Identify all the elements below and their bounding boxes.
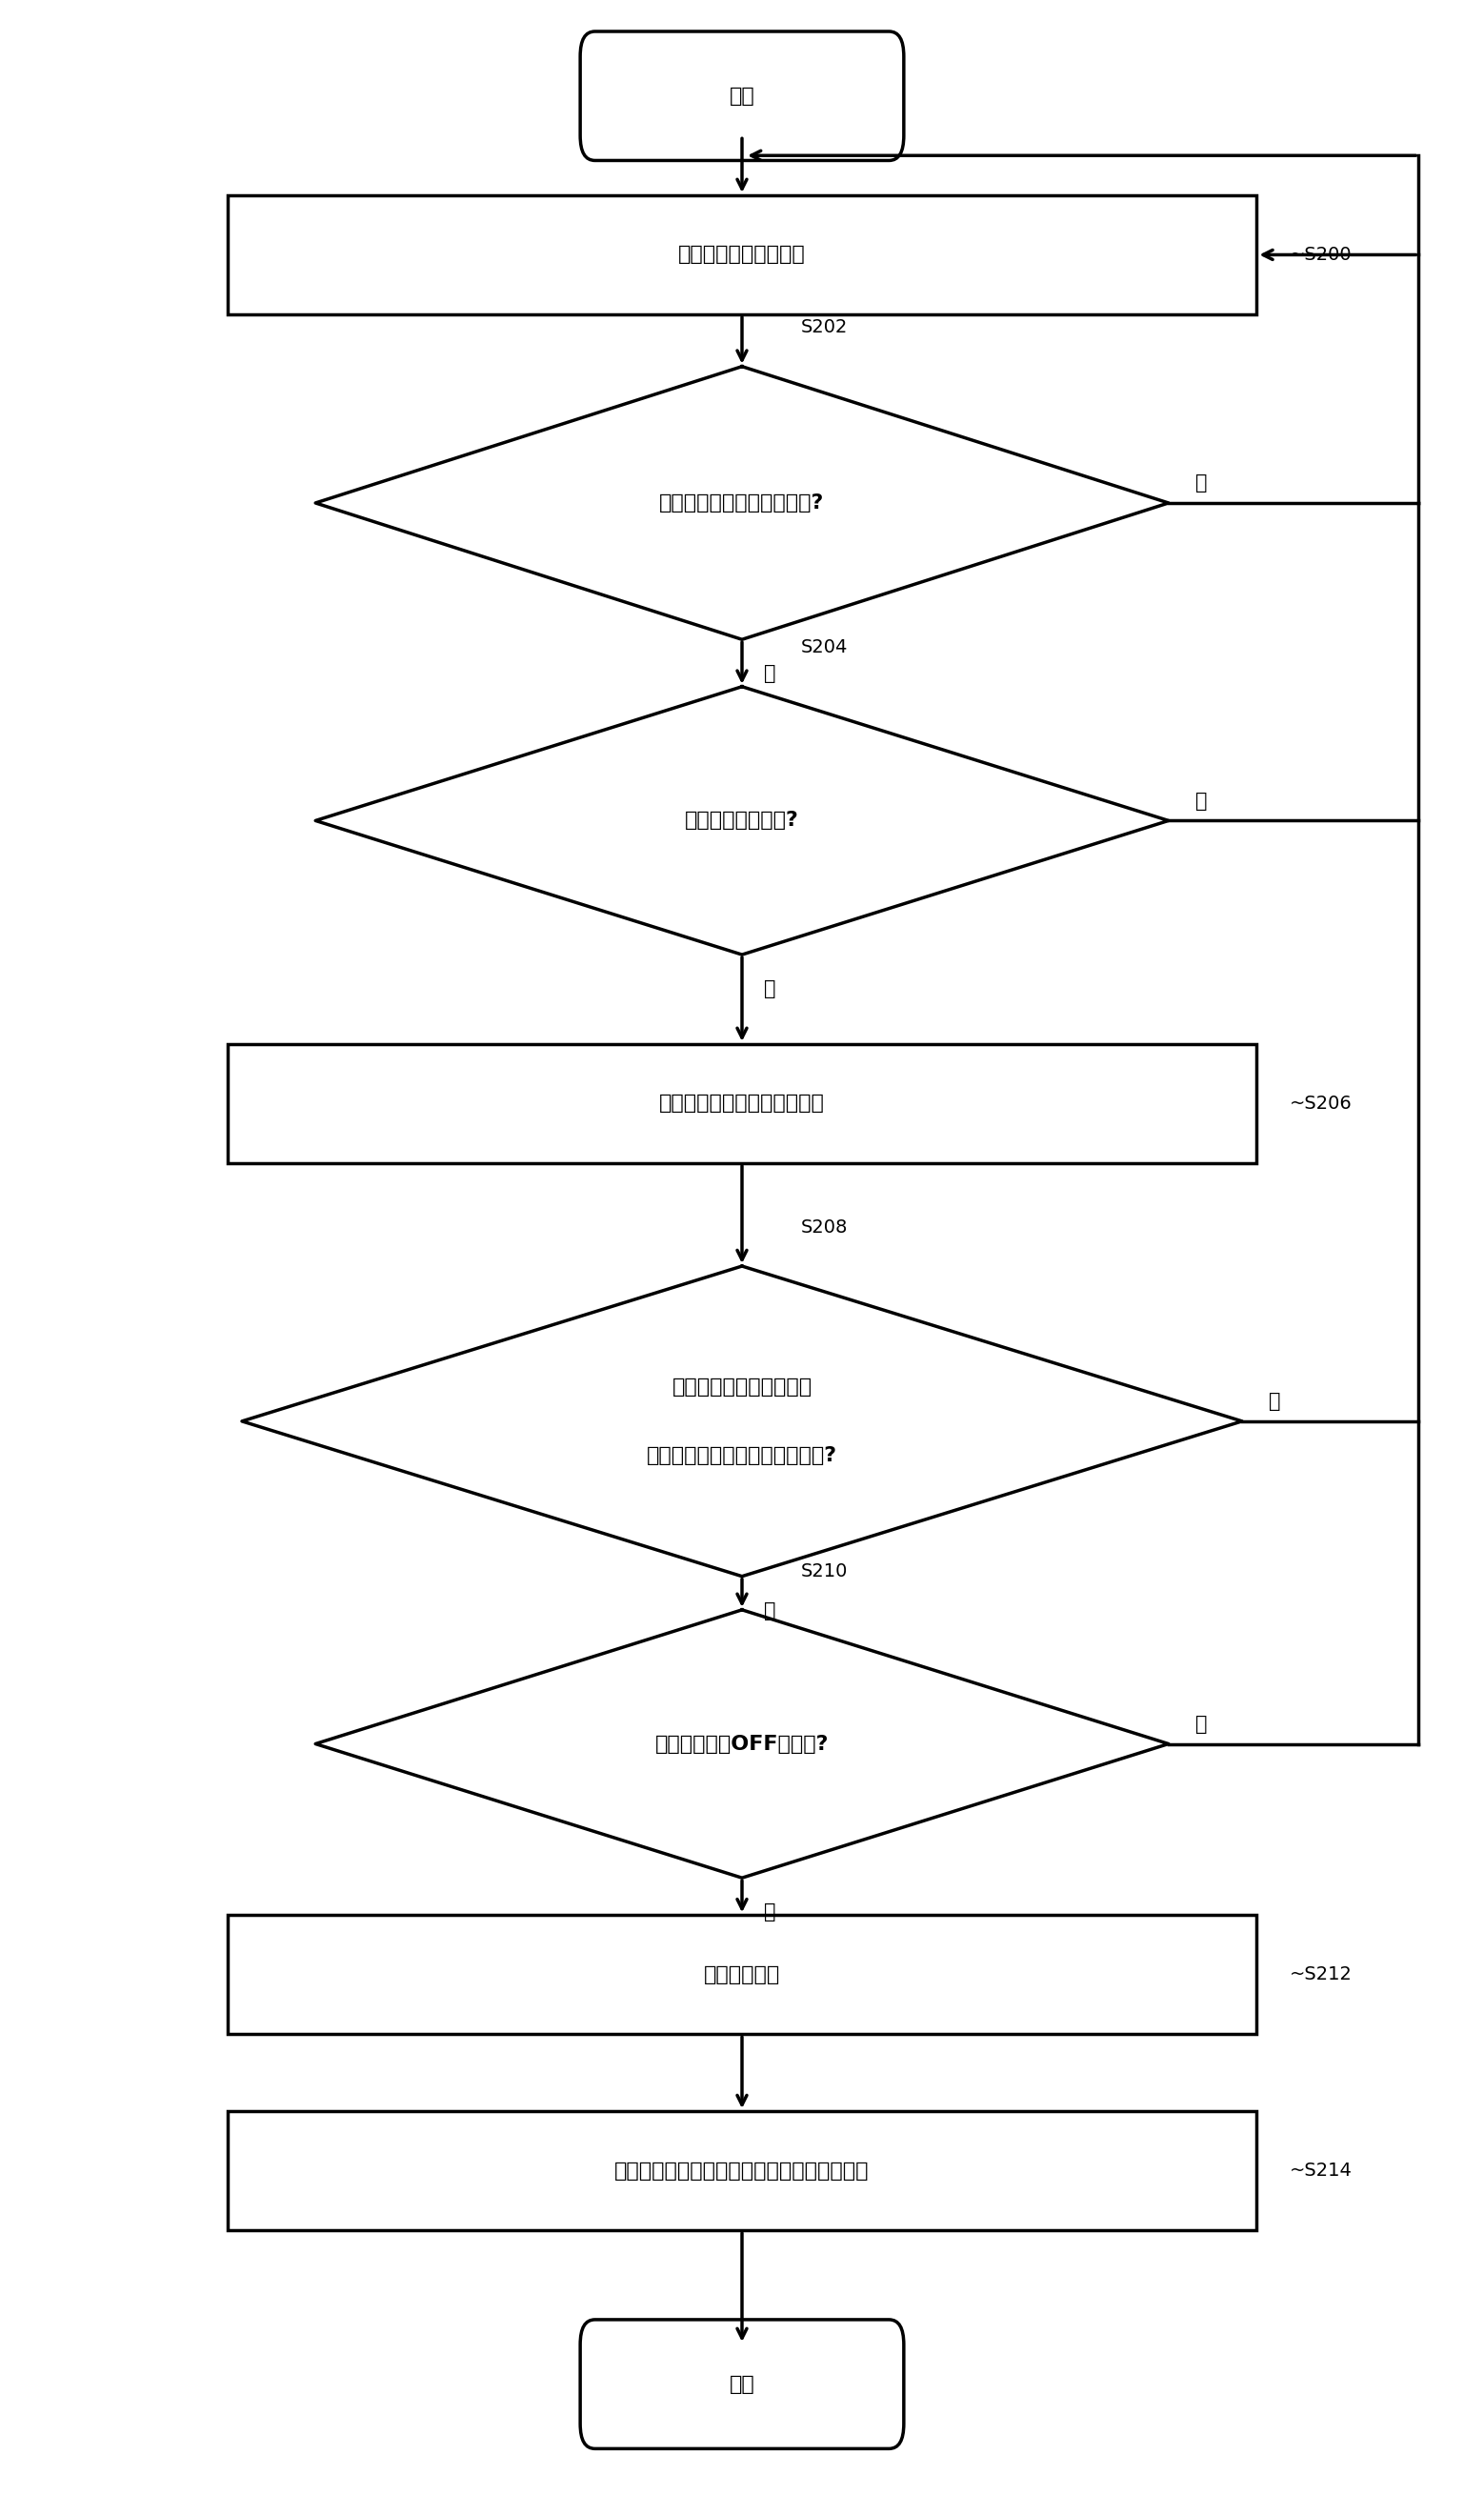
Text: 否: 否 [1195,474,1206,492]
Text: S208: S208 [801,1218,847,1238]
Text: 否: 否 [1269,1392,1281,1410]
Bar [227,2111,1257,2231]
Bar [227,1043,1257,1163]
Text: 是: 是 [764,1602,776,1619]
Text: 是: 是 [764,664,776,684]
Text: 否: 否 [1195,1714,1206,1734]
Text: S202: S202 [801,319,847,337]
Text: S210: S210 [801,1562,847,1579]
Bar [227,1916,1257,2033]
Text: 接收车辆速度信息信号: 接收车辆速度信息信号 [678,245,806,264]
Text: 停止利用车辆速度的电子控制系统的控制操作: 停止利用车辆速度的电子控制系统的控制操作 [614,2161,870,2181]
Text: 车辆速度＜第一参考水平吗?: 车辆速度＜第一参考水平吗? [659,494,825,511]
Text: 包括超出第二参考水平的部分吗?: 包括超出第二参考水平的部分吗? [647,1445,837,1465]
Text: 开始: 开始 [729,87,755,105]
Text: 是: 是 [764,1904,776,1921]
Text: ~S214: ~S214 [1290,2161,1352,2181]
Text: ~S206: ~S206 [1290,1095,1352,1113]
FancyBboxPatch shape [580,32,904,160]
Text: ~S200: ~S200 [1290,245,1352,264]
Text: 接收和过滤车辆工况信息信号: 接收和过滤车辆工况信息信号 [659,1093,825,1113]
Text: 产生故障信号: 产生故障信号 [703,1966,781,1984]
Text: 制动装置处于OFF状态吗?: 制动装置处于OFF状态吗? [654,1734,830,1754]
Polygon shape [316,686,1168,956]
FancyBboxPatch shape [580,2320,904,2448]
Text: S204: S204 [801,639,847,656]
Text: 结束: 结束 [729,2375,755,2393]
Text: 发动机正在运行吗?: 发动机正在运行吗? [686,811,798,831]
Text: ~S212: ~S212 [1290,1966,1352,1984]
Polygon shape [316,367,1168,639]
Polygon shape [316,1609,1168,1879]
Bar [227,195,1257,314]
Polygon shape [242,1265,1242,1577]
Text: 过滤的车辆工况信息信号: 过滤的车辆工况信息信号 [672,1377,812,1397]
Text: 是: 是 [764,981,776,998]
Text: 否: 否 [1195,791,1206,811]
